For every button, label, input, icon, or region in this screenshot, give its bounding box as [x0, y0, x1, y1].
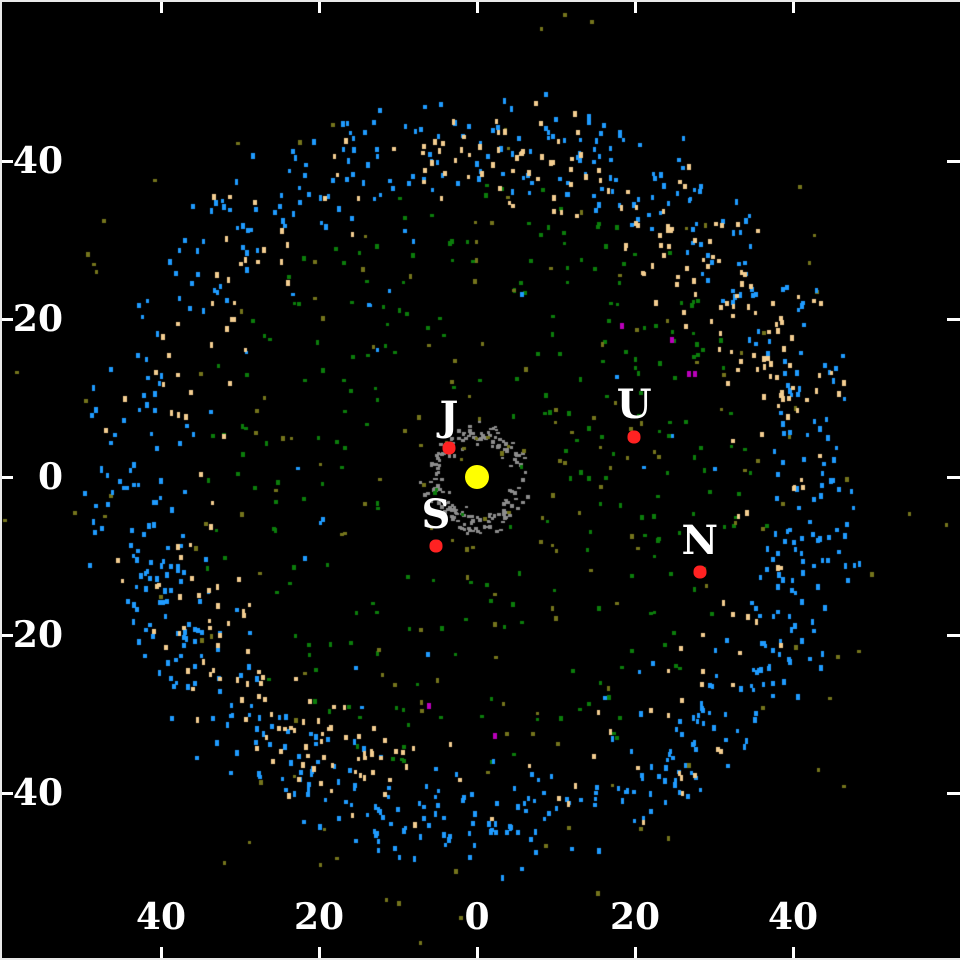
bottom-axis-tick-20	[318, 947, 321, 960]
bottom-axis-tick-0	[476, 947, 479, 960]
x-axis-tick-label-2: 0	[464, 896, 490, 938]
left-axis-tick-0	[0, 475, 13, 479]
y-axis-tick-label-4: 40	[12, 139, 63, 182]
x-axis-tick-label-0: 40	[135, 896, 187, 938]
plot-border-top	[0, 0, 960, 2]
y-axis-tick-label-2: 0	[37, 455, 63, 498]
planet-label-neptune: N	[681, 517, 719, 565]
top-axis-tick-0	[476, 0, 479, 13]
top-axis-tick-20	[318, 0, 321, 13]
planet-label-saturn: S	[421, 491, 451, 539]
planet-marker-neptune	[693, 565, 707, 579]
y-axis-tick-label-1: 20	[12, 613, 63, 656]
right-axis-tick-20	[947, 633, 960, 637]
x-axis-tick-label-1: 20	[293, 896, 345, 938]
top-axis-tick-20	[634, 0, 637, 13]
sun-marker	[465, 464, 489, 489]
right-axis-tick-40	[947, 791, 960, 795]
right-axis-tick-20	[947, 317, 960, 321]
planet-marker-saturn	[429, 539, 443, 553]
bottom-axis-tick-40	[792, 947, 795, 960]
left-axis-tick-20	[0, 633, 13, 637]
left-axis-tick-40	[0, 159, 13, 163]
bottom-axis-tick-40	[160, 947, 163, 960]
top-axis-tick-40	[792, 0, 795, 13]
x-axis-tick-label-3: 20	[609, 896, 661, 938]
right-axis-tick-40	[947, 159, 960, 163]
left-axis-tick-40	[0, 791, 13, 795]
right-axis-tick-0	[947, 475, 960, 479]
bottom-axis-tick-20	[634, 947, 637, 960]
planet-marker-jupiter	[442, 441, 456, 455]
y-axis-tick-label-3: 20	[12, 297, 63, 340]
plot-border-left	[0, 0, 2, 960]
plot-border-bottom	[0, 958, 960, 960]
x-axis-tick-label-4: 40	[767, 896, 819, 938]
y-axis-tick-label-0: 40	[12, 771, 63, 814]
top-axis-tick-40	[160, 0, 163, 13]
planet-label-uranus: U	[616, 381, 652, 429]
left-axis-tick-20	[0, 317, 13, 321]
planet-label-jupiter: J	[439, 393, 459, 441]
planet-marker-uranus	[627, 430, 641, 444]
